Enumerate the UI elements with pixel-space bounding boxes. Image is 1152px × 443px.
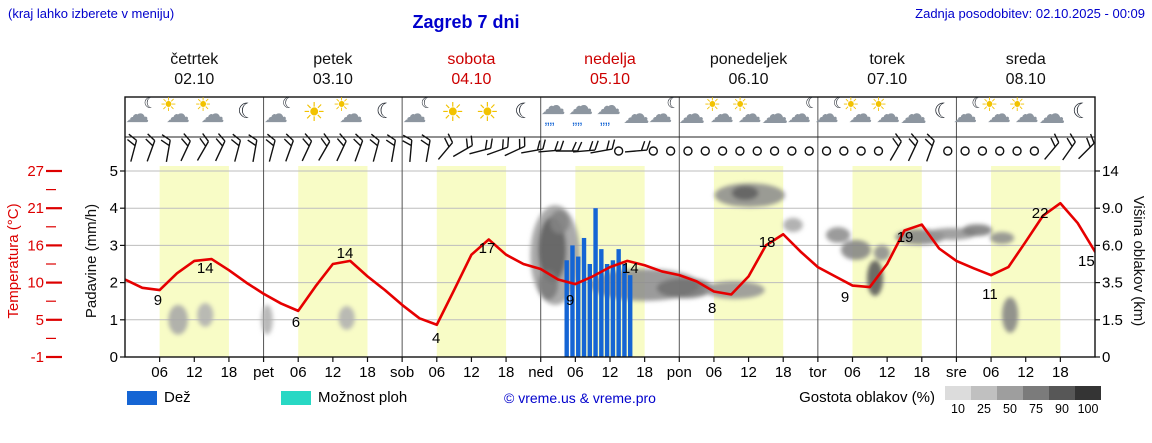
svg-text:06: 06 <box>844 364 861 381</box>
svg-text:10: 10 <box>27 275 44 292</box>
cloud-density-tick: 100 <box>1077 402 1099 416</box>
cloud-density-cell <box>971 386 997 400</box>
showers-swatch <box>281 391 311 405</box>
cloud-density-cell <box>1075 386 1101 400</box>
svg-text:12: 12 <box>186 364 203 381</box>
svg-text:sre: sre <box>946 364 967 381</box>
svg-text:12: 12 <box>463 364 480 381</box>
svg-text:12: 12 <box>1017 364 1034 381</box>
svg-text:12: 12 <box>602 364 619 381</box>
svg-text:18: 18 <box>636 364 653 381</box>
temperature-value-labels: 9 14 6 14 4 17 9 14 8 18 9 19 11 22 15 <box>154 205 1095 347</box>
svg-text:17: 17 <box>479 240 496 257</box>
temperature-curve <box>125 201 1095 327</box>
rain-swatch <box>127 391 157 405</box>
svg-text:14: 14 <box>197 260 214 277</box>
svg-text:22: 22 <box>1032 205 1049 222</box>
rain-bars <box>564 208 633 357</box>
svg-text:12: 12 <box>740 364 757 381</box>
grid-lines <box>125 97 1095 357</box>
menu-hint: (kraj lahko izberete v meniju) <box>8 6 175 21</box>
svg-text:ned: ned <box>528 364 553 381</box>
svg-text:19: 19 <box>897 229 914 246</box>
svg-text:tor: tor <box>809 364 827 381</box>
svg-text:18: 18 <box>1052 364 1069 381</box>
svg-text:9.0: 9.0 <box>1102 200 1123 217</box>
svg-text:18: 18 <box>775 364 792 381</box>
svg-text:9: 9 <box>566 292 574 309</box>
cloud-density-tick: 50 <box>1003 402 1017 416</box>
svg-text:0: 0 <box>110 349 118 366</box>
svg-text:06: 06 <box>983 364 1000 381</box>
svg-text:18: 18 <box>221 364 238 381</box>
cloud-density-cell <box>1023 386 1049 400</box>
svg-text:6: 6 <box>292 314 300 331</box>
cloud-density-tick: 90 <box>1055 402 1069 416</box>
svg-text:06: 06 <box>290 364 307 381</box>
svg-text:18: 18 <box>359 364 376 381</box>
cloud-density-cell <box>997 386 1023 400</box>
svg-text:3: 3 <box>110 237 118 254</box>
svg-text:3.5: 3.5 <box>1102 275 1123 292</box>
daylight-bands <box>159 166 1061 357</box>
svg-text:1: 1 <box>110 312 118 329</box>
svg-text:06: 06 <box>428 364 445 381</box>
wind-barbs <box>126 133 1095 163</box>
svg-text:4: 4 <box>110 200 118 217</box>
svg-text:5: 5 <box>36 312 44 329</box>
svg-text:14: 14 <box>1102 163 1119 180</box>
copyright-link[interactable]: © vreme.us & vreme.pro <box>504 390 656 406</box>
svg-text:pon: pon <box>667 364 692 381</box>
svg-text:27: 27 <box>27 163 44 180</box>
svg-text:18: 18 <box>759 234 776 251</box>
svg-text:9: 9 <box>154 292 162 309</box>
svg-text:12: 12 <box>325 364 342 381</box>
svg-text:14: 14 <box>622 260 639 277</box>
precipitation-axis-ticks: 0 1 2 3 4 5 <box>110 163 125 366</box>
cloud-density-tick: 75 <box>1029 402 1043 416</box>
svg-text:21: 21 <box>27 200 44 217</box>
svg-text:14: 14 <box>337 245 354 262</box>
svg-text:18: 18 <box>498 364 515 381</box>
cloud-areas <box>168 183 1019 335</box>
svg-text:0: 0 <box>1102 349 1110 366</box>
temperature-axis-ticks: -1 5 10 16 21 27 <box>27 163 62 366</box>
svg-text:6.0: 6.0 <box>1102 237 1123 254</box>
svg-text:16: 16 <box>27 237 44 254</box>
x-axis-labels: 06 12 18 pet 06 12 18 sob 06 12 18 ned 06 12 18 pon 06 12… <box>151 357 1069 381</box>
cloud-density-tick: 25 <box>977 402 991 416</box>
svg-text:pet: pet <box>253 364 275 381</box>
svg-text:11: 11 <box>982 286 998 303</box>
svg-text:4: 4 <box>432 330 440 347</box>
cloud-density-tick: 10 <box>951 402 965 416</box>
svg-text:8: 8 <box>708 300 716 317</box>
last-update: Zadnja posodobitev: 02.10.2025 - 00:09 <box>915 6 1145 21</box>
cloud-density-label: Gostota oblakov (%) <box>799 389 935 406</box>
svg-text:1.5: 1.5 <box>1102 312 1123 329</box>
rain-legend-label: Dež <box>164 389 191 406</box>
svg-text:9: 9 <box>841 289 849 306</box>
svg-text:5: 5 <box>110 163 118 180</box>
cloud-height-axis-ticks: 0 1.5 3.5 6.0 9.0 14 <box>1095 163 1123 366</box>
cloud-density-scale: 10 25 50 75 90 100 <box>945 386 1105 418</box>
svg-text:18: 18 <box>913 364 930 381</box>
svg-text:2: 2 <box>110 275 118 292</box>
page-title: Zagreb 7 dni <box>412 12 520 32</box>
svg-text:06: 06 <box>706 364 723 381</box>
svg-text:15: 15 <box>1078 253 1095 270</box>
cloud-density-cell <box>1049 386 1075 400</box>
cloud-density-cell <box>945 386 971 400</box>
showers-legend-label: Možnost ploh <box>318 389 408 406</box>
svg-text:06: 06 <box>151 364 168 381</box>
svg-text:sob: sob <box>390 364 414 381</box>
svg-text:-1: -1 <box>31 349 44 366</box>
svg-text:12: 12 <box>879 364 896 381</box>
svg-text:06: 06 <box>567 364 584 381</box>
